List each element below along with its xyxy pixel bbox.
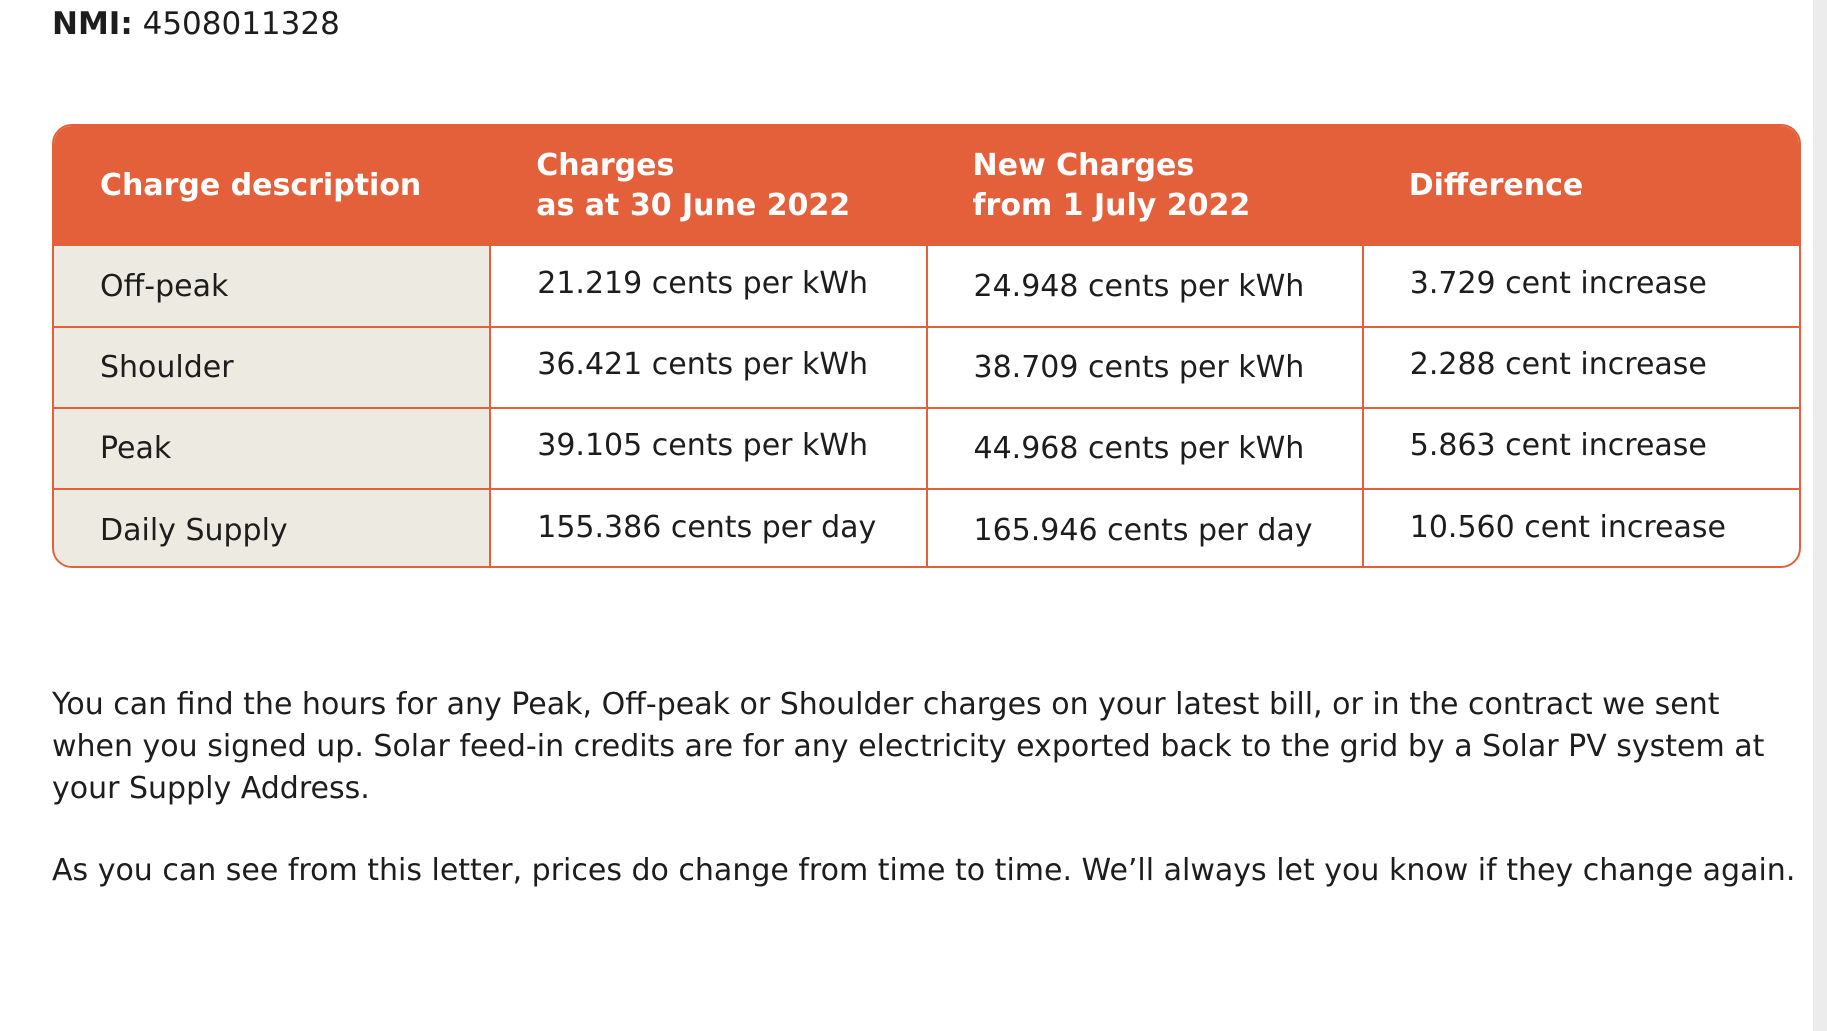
cell-new-charge: 24.948 cents per kWh [925,246,1364,328]
header-line: from 1 July 2022 [972,188,1251,223]
vertical-scrollbar[interactable] [1813,0,1827,1031]
cell-description: Peak [54,407,492,490]
charges-table-grid: Charge description Charges as at 30 June… [54,126,1799,566]
cell-difference: 2.288 cent increase [1361,326,1799,409]
header-charge-description: Charge description [54,126,491,246]
cell-new-charge: 44.968 cents per kWh [925,407,1364,490]
header-difference: Difference [1362,126,1799,246]
table-header-row: Charge description Charges as at 30 June… [54,126,1799,246]
cell-difference: 3.729 cent increase [1361,246,1799,328]
cell-current-charge: 39.105 cents per kWh [489,407,928,490]
table-row: Daily Supply 155.386 cents per day 165.9… [54,488,1799,566]
cell-current-charge: 21.219 cents per kWh [489,246,928,328]
nmi-line: NMI: 4508011328 [52,4,340,44]
cell-difference: 5.863 cent increase [1361,407,1799,490]
table-row: Off-peak 21.219 cents per kWh 24.948 cen… [54,246,1799,328]
cell-description: Shoulder [54,326,492,409]
header-line: as at 30 June 2022 [536,188,851,223]
cell-difference: 10.560 cent increase [1361,488,1799,566]
cell-new-charge: 165.946 cents per day [925,488,1364,566]
header-line: New Charges [972,148,1195,183]
table-row: Peak 39.105 cents per kWh 44.968 cents p… [54,407,1799,490]
cell-current-charge: 36.421 cents per kWh [489,326,928,409]
header-current-charges: Charges as at 30 June 2022 [490,126,927,246]
header-line: Difference [1408,168,1584,203]
header-line: Charge description [100,168,422,203]
charges-table: Charge description Charges as at 30 June… [52,124,1801,568]
prices-change-paragraph: As you can see from this letter, prices … [52,853,1796,888]
header-new-charges: New Charges from 1 July 2022 [926,126,1363,246]
cell-description: Off-peak [54,246,492,328]
nmi-value: 4508011328 [142,6,340,42]
cell-new-charge: 38.709 cents per kWh [925,326,1364,409]
header-line: Charges [536,148,675,183]
hours-info-paragraph: You can find the hours for any Peak, Off… [52,687,1765,806]
nmi-label: NMI: [52,6,133,42]
cell-current-charge: 155.386 cents per day [489,488,928,566]
table-row: Shoulder 36.421 cents per kWh 38.709 cen… [54,326,1799,409]
cell-description: Daily Supply [54,488,492,566]
